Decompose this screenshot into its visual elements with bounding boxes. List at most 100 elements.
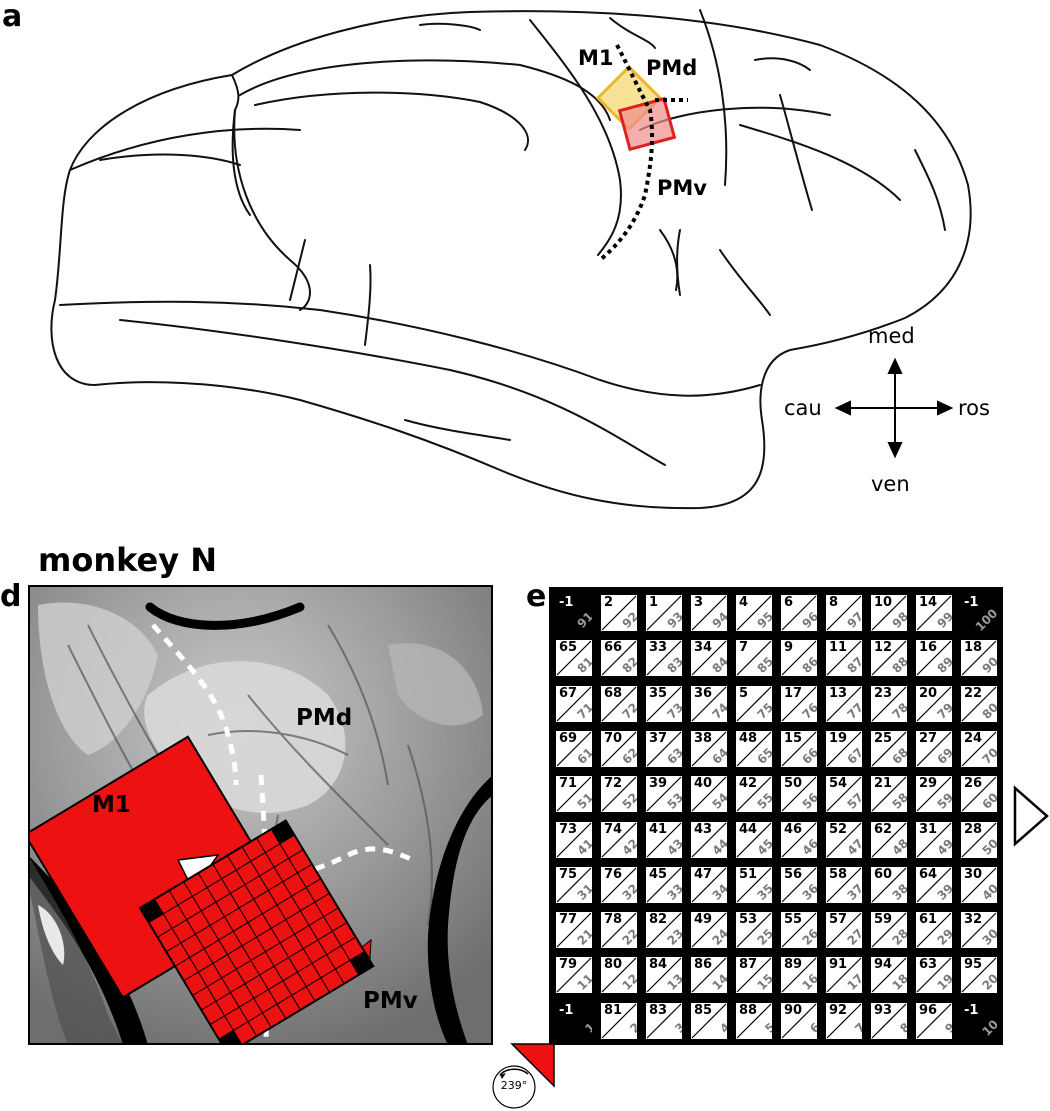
electrode-cell: 45 33	[646, 866, 682, 903]
panel-e-letter: e	[526, 579, 547, 614]
electrode-cell: 56 36	[781, 866, 817, 903]
channel-id: 13	[829, 685, 848, 701]
array-grid-line	[212, 863, 301, 1011]
channel-id: 28	[964, 821, 983, 837]
channel-id: 62	[874, 821, 893, 837]
electrode-cell: 64 39	[916, 866, 952, 903]
channel-id: 67	[559, 685, 578, 701]
electrode-cell: 20 79	[916, 685, 952, 722]
channel-id: 72	[604, 776, 623, 792]
channel-id: 59	[874, 912, 893, 928]
channel-id: 1	[649, 595, 659, 610]
electrode-id: 1	[581, 1019, 592, 1036]
electrode-cell: 78 22	[601, 912, 637, 949]
channel-id: -1	[559, 595, 574, 610]
channel-id: 51	[739, 866, 758, 882]
channel-id: 80	[604, 957, 623, 973]
channel-id: 32	[964, 912, 983, 928]
channel-id: 25	[874, 730, 893, 746]
channel-id: 95	[964, 957, 983, 973]
array-grid-line	[241, 846, 330, 993]
channel-id: 71	[559, 776, 578, 792]
channel-id: 47	[694, 866, 713, 882]
panel-d-title: monkey N	[38, 541, 218, 579]
channel-id: 69	[559, 730, 578, 746]
electrode-cell: 66 82	[601, 640, 637, 677]
channel-id: 83	[649, 1002, 668, 1018]
electrode-cell: 70 62	[601, 730, 637, 767]
channel-id: 52	[829, 821, 848, 837]
channel-id: -1	[964, 595, 979, 610]
channel-id: 50	[784, 776, 803, 792]
electrode-cell: 5 75	[736, 685, 772, 722]
electrode-cell: 76 32	[601, 866, 637, 903]
compass-left-label: cau	[784, 396, 822, 420]
electrode-cell: 51 35	[736, 866, 772, 903]
red-electrode-array	[138, 819, 375, 1045]
electrode-cell: 21 58	[871, 776, 907, 813]
electrode-cell: 25 68	[871, 730, 907, 767]
electrode-cell: 85 4	[691, 1002, 727, 1039]
electrode-cell: 63 19	[916, 957, 952, 994]
channel-id: 79	[559, 957, 578, 973]
electrode-cell: 52 47	[826, 821, 862, 858]
electrode-cell: 81 2	[601, 1002, 637, 1039]
electrode-cell: 49 24	[691, 912, 727, 949]
electrode-cell: 86 14	[691, 957, 727, 994]
orientation-triangle-white	[1013, 785, 1049, 847]
electrode-cell: 33 83	[646, 640, 682, 677]
channel-id: 90	[784, 1002, 803, 1018]
electrode-cell: 47 34	[691, 866, 727, 903]
array-corner-pad	[271, 820, 295, 844]
channel-id: 48	[739, 730, 758, 746]
electrode-cell: 14 99	[916, 595, 952, 631]
channel-id: 63	[919, 957, 938, 973]
channel-id: 88	[739, 1002, 758, 1018]
electrode-cell: 89 16	[781, 957, 817, 994]
channel-id: -1	[559, 1002, 574, 1018]
electrode-cell: 4 95	[736, 595, 772, 631]
channel-id: 65	[559, 640, 578, 656]
electrode-cell: 83 3	[646, 1002, 682, 1039]
electrode-cell: 8 97	[826, 595, 862, 631]
electrode-id: 100	[972, 606, 997, 631]
electrode-cell: 92 7	[826, 1002, 862, 1039]
electrode-cell: 68 72	[601, 685, 637, 722]
electrode-cell: 58 37	[826, 866, 862, 903]
electrode-cell: 87 15	[736, 957, 772, 994]
channel-id: 15	[784, 730, 803, 746]
electrode-cell: 75 31	[556, 866, 592, 903]
channel-id: 93	[874, 1002, 893, 1018]
electrode-cell: 91 17	[826, 957, 862, 994]
compass-up-label: med	[868, 324, 915, 348]
panel-a-pmd-label: PMd	[646, 56, 698, 80]
electrode-id: 91	[574, 609, 592, 631]
electrode-cell: 26 60	[961, 776, 997, 813]
electrode-cell: 60 38	[871, 866, 907, 903]
channel-id: 33	[649, 640, 668, 656]
channel-id: 46	[784, 821, 803, 837]
channel-id: 91	[829, 957, 848, 973]
panel-d-m1-label: M1	[92, 792, 131, 818]
array-corner-pad	[349, 951, 374, 975]
channel-id: 29	[919, 776, 938, 792]
orientation-triangle-red	[510, 1043, 555, 1088]
channel-id: 53	[739, 912, 758, 928]
panel-a-pmv-label: PMv	[657, 176, 707, 200]
channel-id: 9	[784, 640, 794, 656]
array-corner-pad	[140, 899, 164, 923]
array-grid-line	[201, 922, 348, 1011]
rotation-label: 239°	[500, 1079, 528, 1092]
electrode-cell: 2 92	[601, 595, 637, 631]
channel-id: 57	[829, 912, 848, 928]
electrode-cell: 44 45	[736, 821, 772, 858]
channel-id: 40	[694, 776, 713, 792]
electrode-cell: 54 57	[826, 776, 862, 813]
channel-id: 45	[649, 866, 668, 882]
electrode-cell: 39 53	[646, 776, 682, 813]
electrode-cell: 11 87	[826, 640, 862, 677]
orientation-compass	[834, 357, 954, 459]
electrode-cell: 30 40	[961, 866, 997, 903]
channel-id: 64	[919, 866, 938, 882]
electrode-cell-corner: -1 91	[556, 595, 592, 631]
